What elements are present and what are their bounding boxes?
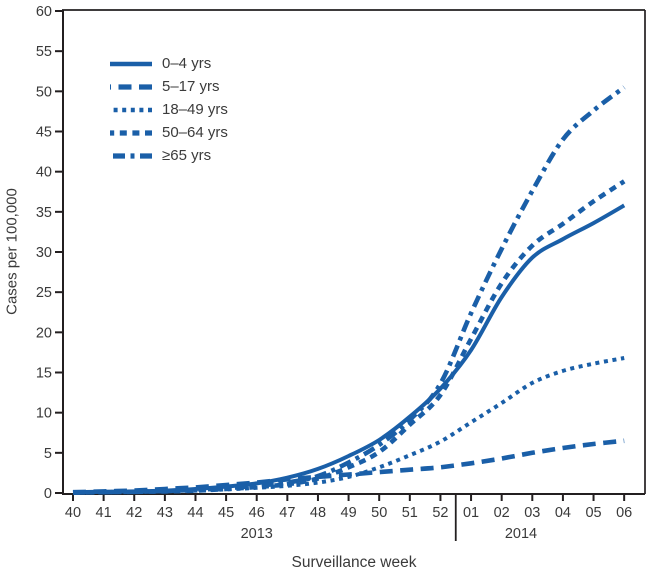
series-line-solid bbox=[72, 203, 626, 495]
x-tick-label: 01 bbox=[463, 505, 479, 521]
legend-swatch-long-dash-icon bbox=[110, 83, 152, 90]
y-tick-label: 60 bbox=[36, 4, 52, 20]
legend-label: 18–49 yrs bbox=[162, 101, 228, 118]
y-tick-label: 55 bbox=[36, 44, 52, 60]
x-tick-label: 43 bbox=[157, 505, 173, 521]
legend-label: 50–64 yrs bbox=[162, 124, 228, 141]
y-tick-label: 0 bbox=[44, 486, 52, 502]
year-label-2014: 2014 bbox=[505, 526, 537, 542]
x-tick-label: 49 bbox=[341, 505, 357, 521]
x-tick-label: 52 bbox=[432, 505, 448, 521]
x-tick-label: 40 bbox=[65, 505, 81, 521]
y-tick-label: 50 bbox=[36, 84, 52, 100]
legend-swatch-medium-dash-icon bbox=[110, 129, 152, 136]
y-tick-label: 25 bbox=[36, 285, 52, 301]
y-tick-label: 45 bbox=[36, 125, 52, 141]
x-tick-label: 04 bbox=[555, 505, 571, 521]
legend-item: 0–4 yrs bbox=[110, 52, 228, 75]
x-tick-label: 48 bbox=[310, 505, 326, 521]
x-tick-label: 50 bbox=[371, 505, 387, 521]
legend-label: ≥65 yrs bbox=[162, 147, 212, 164]
legend-swatch-dotted-icon bbox=[110, 107, 152, 112]
x-tick-label: 06 bbox=[616, 505, 632, 521]
x-tick-label: 45 bbox=[218, 505, 234, 521]
x-tick-label: 51 bbox=[402, 505, 418, 521]
legend-item: ≥65 yrs bbox=[110, 144, 228, 167]
y-axis-title: Cases per 100,000 bbox=[3, 188, 21, 315]
x-tick-label: 03 bbox=[524, 505, 540, 521]
x-tick-label: 47 bbox=[279, 505, 295, 521]
legend-swatch-dash-dot-icon bbox=[110, 152, 152, 159]
legend-swatch-solid-icon bbox=[110, 61, 152, 66]
x-axis-title: Surveillance week bbox=[291, 554, 417, 571]
year-label-2013: 2013 bbox=[241, 526, 273, 542]
legend-item: 18–49 yrs bbox=[110, 98, 228, 121]
y-tick-label: 35 bbox=[36, 205, 52, 221]
y-tick-label: 15 bbox=[36, 366, 52, 382]
legend-item: 5–17 yrs bbox=[110, 75, 228, 98]
chart-legend: 0–4 yrs 5–17 yrs 18–49 yrs 50–64 yrs ≥65 yrs bbox=[110, 52, 228, 167]
series-line-dotted bbox=[72, 356, 625, 495]
legend-label: 0–4 yrs bbox=[162, 55, 212, 72]
y-tick-label: 40 bbox=[36, 165, 52, 181]
x-tick-label: 42 bbox=[126, 505, 142, 521]
series-line-medium-dash bbox=[72, 179, 626, 495]
x-tick-label: 02 bbox=[494, 505, 510, 521]
y-tick-label: 5 bbox=[44, 446, 52, 462]
y-tick-label: 30 bbox=[36, 245, 52, 261]
legend-item: 50–64 yrs bbox=[110, 121, 228, 144]
legend-label: 5–17 yrs bbox=[162, 78, 220, 95]
y-tick-label: 20 bbox=[36, 325, 52, 341]
x-tick-label: 05 bbox=[585, 505, 601, 521]
y-tick-label: 10 bbox=[36, 406, 52, 422]
series-line-dash-dot bbox=[72, 85, 626, 495]
x-tick-label: 46 bbox=[249, 505, 265, 521]
x-tick-label: 41 bbox=[96, 505, 112, 521]
x-tick-label: 44 bbox=[187, 505, 203, 521]
